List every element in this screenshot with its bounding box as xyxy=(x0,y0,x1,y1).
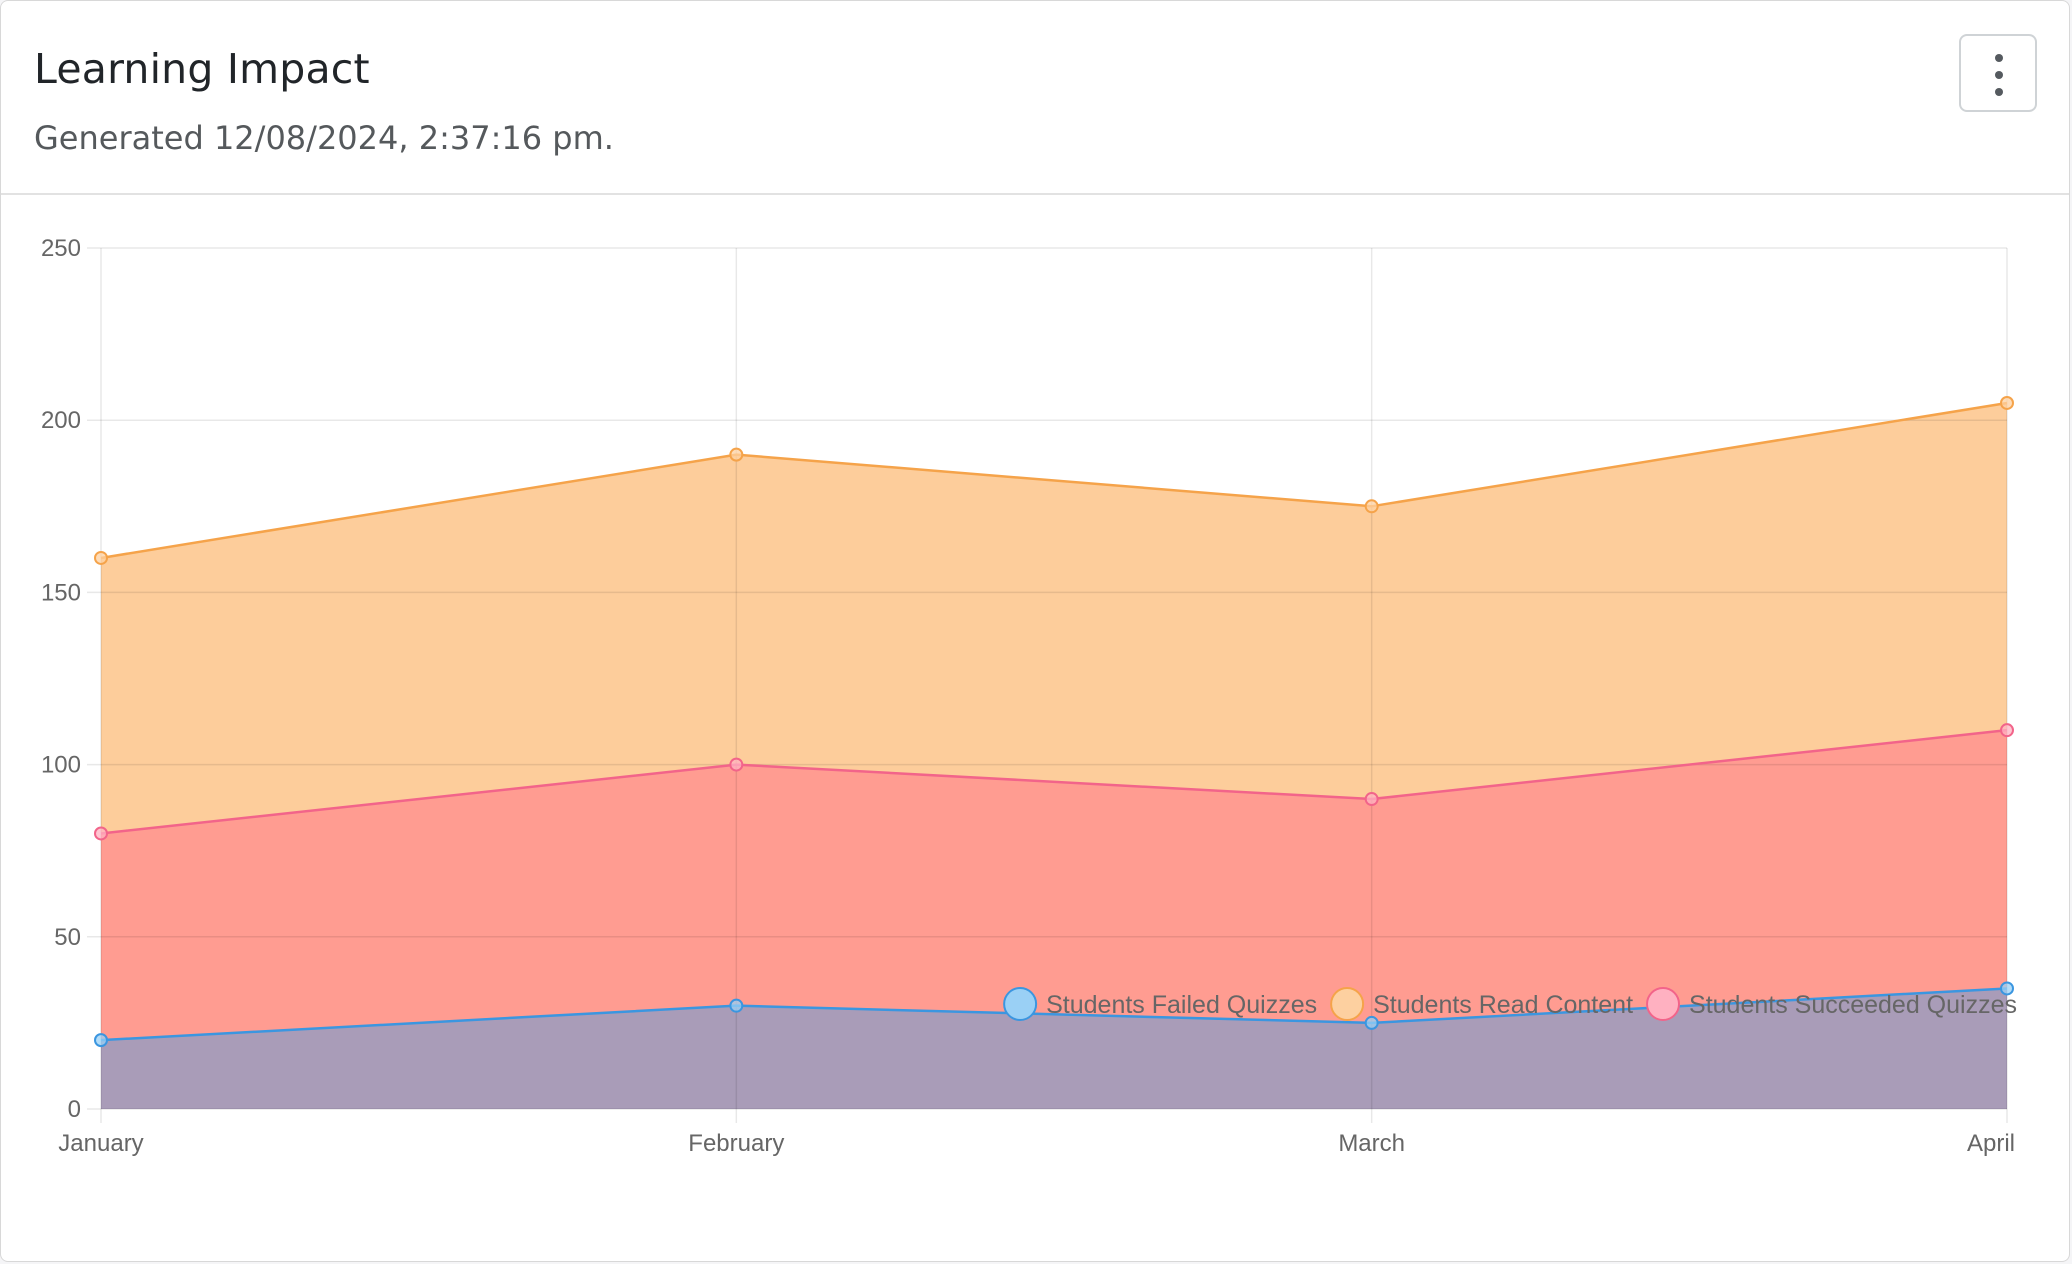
x-tick-label: February xyxy=(688,1130,784,1157)
point-students-read-content xyxy=(1364,499,1379,514)
x-tick-label: March xyxy=(1338,1130,1405,1157)
point-students-succeeded-quizzes xyxy=(1364,792,1379,807)
area-students-failed-quizzes xyxy=(101,988,2007,1109)
more-options-button[interactable] xyxy=(1959,34,2037,112)
legend-item-students-succeeded-quizzes[interactable]: Students Succeeded Quizzes xyxy=(1646,987,2017,1021)
point-students-read-content xyxy=(2000,395,2014,410)
point-students-succeeded-quizzes xyxy=(729,757,744,772)
y-tick-label: 200 xyxy=(41,407,81,434)
point-students-failed-quizzes xyxy=(1364,1015,1379,1030)
point-students-failed-quizzes xyxy=(2000,981,2014,996)
chart-area: 0 50 100 150 200 250 January February March April… xyxy=(1,195,2071,1255)
y-tick-label: 50 xyxy=(54,924,81,951)
y-tick-label: 150 xyxy=(41,579,81,606)
legend-swatch xyxy=(1646,987,1681,1021)
card-header: Learning Impact Generated 12/08/2024, 2:… xyxy=(1,1,2069,195)
point-students-succeeded-quizzes xyxy=(94,826,108,841)
y-tick-label: 0 xyxy=(68,1096,81,1123)
point-students-succeeded-quizzes xyxy=(2000,723,2014,738)
page-title: Learning Impact xyxy=(34,45,370,93)
point-students-failed-quizzes xyxy=(94,1033,108,1048)
x-tick-label: April xyxy=(1967,1130,2015,1157)
x-tick-label: January xyxy=(58,1130,143,1157)
grid-lines xyxy=(87,247,2008,1123)
y-tick-label: 250 xyxy=(41,235,81,262)
legend-swatch xyxy=(1003,987,1038,1021)
line-students-succeeded-quizzes xyxy=(100,728,2008,835)
line-students-read-content xyxy=(100,401,2008,560)
legend-item-students-failed-quizzes[interactable]: Students Failed Quizzes xyxy=(1003,987,1317,1021)
point-students-failed-quizzes xyxy=(729,998,744,1013)
line-students-failed-quizzes xyxy=(100,987,2008,1042)
legend-label: Students Succeeded Quizzes xyxy=(1689,991,2017,1019)
point-students-read-content xyxy=(94,550,108,565)
area-chart: 0 50 100 150 200 250 January February March April… xyxy=(41,235,2017,1157)
legend-swatch xyxy=(1330,987,1365,1021)
legend-item-students-read-content[interactable]: Students Read Content xyxy=(1330,987,1633,1021)
y-axis-labels: 0 50 100 150 200 250 xyxy=(41,235,81,1123)
legend-label: Students Read Content xyxy=(1373,991,1633,1019)
y-tick-label: 100 xyxy=(41,752,81,779)
point-students-read-content xyxy=(729,447,744,462)
series-lines xyxy=(94,395,2014,1048)
legend-label: Students Failed Quizzes xyxy=(1046,991,1317,1019)
generated-timestamp: Generated 12/08/2024, 2:37:16 pm. xyxy=(34,119,614,157)
x-axis-labels: January February March April xyxy=(58,1130,2015,1157)
chart-legend: Students Failed Quizzes Students Read Con… xyxy=(1003,987,2017,1021)
